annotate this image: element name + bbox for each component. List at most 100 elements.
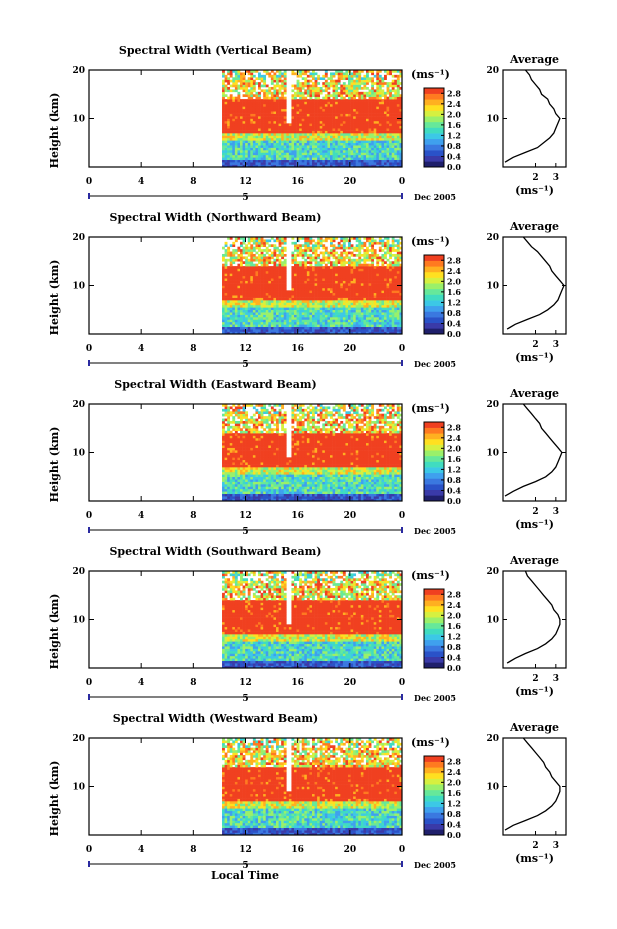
heatmap-cell	[299, 130, 303, 134]
heatmap-cell	[294, 326, 297, 330]
heatmap-cell	[260, 314, 264, 318]
heatmap-cell	[350, 268, 354, 272]
heatmap-cell	[363, 302, 367, 306]
heatmap-cell	[396, 150, 400, 153]
heatmap-cell	[312, 82, 315, 85]
heatmap-cell	[263, 120, 267, 124]
heatmap-cell	[355, 140, 359, 144]
heatmap-cell	[384, 253, 387, 257]
heatmap-cell	[286, 159, 290, 163]
heatmap-cell	[363, 145, 367, 148]
heatmap-cell	[345, 314, 349, 318]
heatmap-cell	[389, 297, 393, 301]
heatmap-cell	[304, 307, 308, 311]
heatmap-cell	[371, 297, 375, 301]
heatmap-cell	[396, 162, 400, 165]
heatmap-cell	[255, 137, 259, 141]
heatmap-cell	[394, 154, 398, 158]
heatmap-cell	[345, 108, 349, 112]
heatmap-cell	[304, 263, 308, 267]
heatmap-cell	[322, 304, 326, 308]
heatmap-cell	[348, 258, 351, 262]
heatmap-cell	[299, 300, 303, 303]
heatmap-cell	[252, 326, 256, 330]
heatmap-cell	[237, 103, 241, 107]
heatmap-cell	[378, 302, 382, 306]
heatmap-cell	[232, 84, 236, 88]
heatmap-cell	[227, 118, 231, 122]
heatmap-cell	[258, 116, 261, 119]
heatmap-cell	[258, 120, 261, 124]
heatmap-cell	[265, 258, 269, 262]
heatmap-cell	[296, 251, 300, 255]
heatmap-cell	[255, 150, 259, 153]
heatmap-cell	[281, 130, 285, 134]
heatmap-cell	[224, 297, 228, 301]
heatmap-cell	[384, 275, 387, 279]
heatmap-cell	[360, 101, 364, 105]
heatmap-cell	[340, 89, 344, 93]
heatmap-cell	[291, 111, 295, 114]
heatmap-cell	[348, 241, 351, 245]
heatmap-cell	[294, 147, 297, 151]
heatmap-cell	[242, 314, 246, 318]
heatmap-cell	[291, 237, 295, 240]
heatmap-cell	[263, 91, 267, 95]
heatmap-cell	[363, 99, 367, 102]
heatmap-cell	[391, 99, 395, 102]
heatmap-cell	[376, 154, 380, 158]
heatmap-cell	[360, 82, 364, 85]
heatmap-cell	[381, 263, 385, 267]
heatmap-cell	[389, 82, 393, 85]
heatmap-cell	[366, 99, 369, 102]
heatmap-cell	[291, 118, 295, 122]
heatmap-cell	[376, 241, 380, 245]
heatmap-cell	[268, 295, 272, 298]
heatmap-cell	[304, 253, 308, 257]
heatmap-cell	[232, 82, 236, 85]
heatmap-cell	[332, 312, 336, 315]
heatmap-cell	[247, 142, 251, 146]
heatmap-cell	[322, 96, 326, 100]
heatmap-cell	[322, 319, 326, 323]
heatmap-cell	[368, 89, 372, 93]
heatmap-cell	[263, 241, 267, 245]
heatmap-cell	[270, 74, 274, 78]
heatmap-cell	[258, 82, 261, 85]
heatmap-cell	[250, 300, 254, 303]
heatmap-cell	[355, 137, 359, 141]
heatmap-cell	[309, 329, 313, 332]
heatmap-cell	[312, 300, 315, 303]
heatmap-cell	[281, 329, 285, 332]
heatmap-cell	[345, 302, 349, 306]
heatmap-cell	[366, 278, 369, 281]
heatmap-cell	[314, 283, 318, 286]
heatmap-cell	[260, 324, 264, 328]
heatmap-cell	[358, 84, 362, 88]
heatmap-cell	[273, 157, 277, 161]
heatmap-cell	[306, 275, 310, 279]
heatmap-cell	[247, 283, 251, 286]
heatmap-cell	[306, 270, 310, 274]
heatmap-cell	[355, 72, 359, 76]
heatmap-cell	[360, 319, 364, 323]
heatmap-cell	[396, 111, 400, 114]
heatmap-cell	[322, 123, 326, 127]
heatmap-cell	[252, 292, 256, 296]
heatmap-cell	[312, 118, 315, 122]
heatmap-cell	[288, 164, 292, 168]
heatmap-cell	[378, 258, 382, 262]
heatmap-cell	[260, 283, 264, 286]
heatmap-cell	[255, 140, 259, 144]
heatmap-cell	[381, 249, 385, 252]
heatmap-cell	[340, 106, 344, 110]
heatmap-cell	[224, 145, 228, 148]
heatmap-cell	[232, 256, 236, 260]
heatmap-cell	[340, 239, 344, 243]
heatmap-cell	[278, 101, 282, 105]
heatmap-cell	[309, 273, 313, 277]
heatmap-cell	[358, 77, 362, 80]
heatmap-cell	[366, 150, 369, 153]
heatmap-cell	[394, 147, 398, 151]
heatmap-cell	[227, 164, 231, 168]
